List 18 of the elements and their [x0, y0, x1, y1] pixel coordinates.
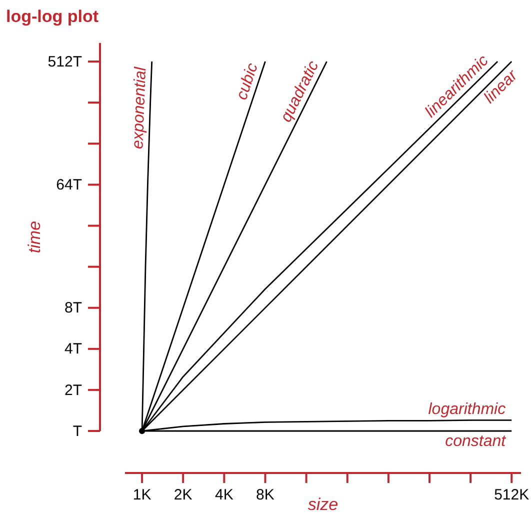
- y-tick-label: 2T: [64, 382, 82, 399]
- x-axis-title: size: [308, 495, 338, 514]
- y-axis-title: time: [25, 220, 44, 254]
- x-tick-label: 4K: [214, 486, 234, 504]
- y-tick-label: T: [72, 422, 82, 440]
- text: cubic: [233, 61, 262, 102]
- x-tick-label: 512K: [494, 486, 530, 504]
- x-tick-label: 1K: [132, 486, 152, 504]
- series-label: constant: [445, 433, 506, 450]
- x-tick-label: 8K: [256, 486, 274, 504]
- x-tick-label: 2K: [174, 486, 192, 504]
- y-tick-label: 4T: [64, 340, 82, 358]
- y-tick-label: 64T: [56, 176, 82, 194]
- chart-title: log-log plot: [6, 7, 99, 26]
- y-tick-label: 8T: [64, 300, 82, 317]
- text: exponential: [130, 66, 150, 150]
- y-tick-label: 512T: [48, 53, 82, 70]
- series-label: logarithmic: [428, 401, 506, 418]
